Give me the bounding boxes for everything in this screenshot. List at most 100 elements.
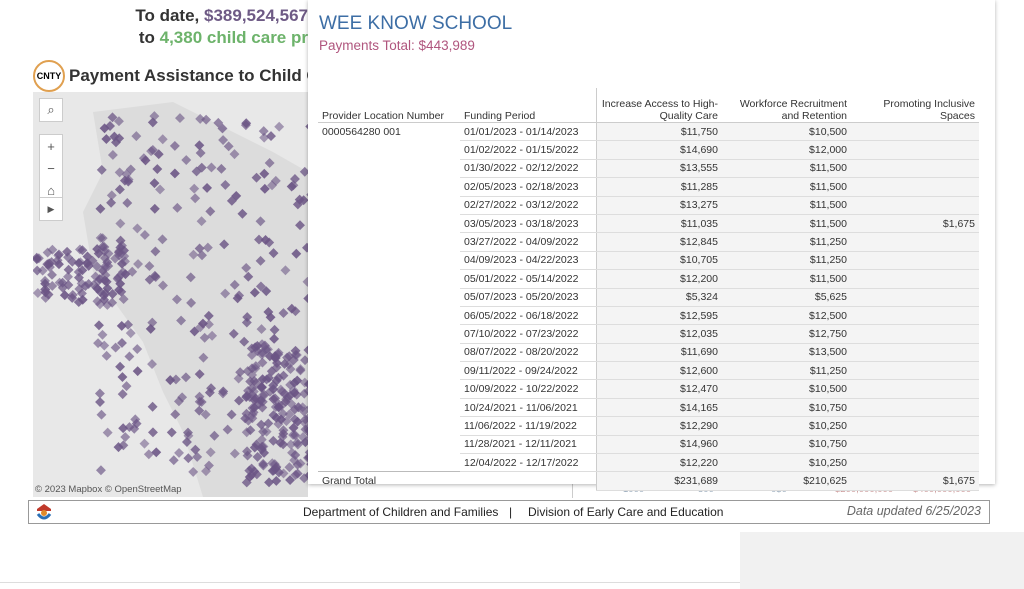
provider-marker[interactable] [255, 255, 266, 266]
provider-marker[interactable] [278, 468, 289, 479]
provider-marker[interactable] [235, 367, 246, 378]
provider-marker[interactable] [165, 375, 176, 386]
provider-marker[interactable] [92, 296, 103, 307]
provider-marker[interactable] [95, 397, 105, 407]
provider-marker[interactable] [147, 401, 158, 412]
provider-marker[interactable] [300, 355, 308, 366]
play-icon[interactable]: ▶ [39, 197, 63, 221]
provider-marker[interactable] [292, 437, 303, 448]
provider-marker[interactable] [147, 317, 158, 328]
provider-marker[interactable] [169, 140, 180, 151]
provider-marker[interactable] [94, 320, 104, 331]
provider-marker[interactable] [290, 469, 301, 480]
provider-marker[interactable] [274, 121, 285, 132]
provider-marker[interactable] [117, 337, 127, 348]
provider-marker[interactable] [257, 374, 268, 385]
provider-marker[interactable] [209, 430, 220, 441]
provider-marker[interactable] [125, 164, 136, 175]
provider-marker[interactable] [140, 155, 151, 166]
provider-marker[interactable] [285, 475, 296, 485]
provider-marker[interactable] [220, 288, 231, 299]
provider-marker[interactable] [299, 418, 308, 429]
provider-marker[interactable] [217, 388, 228, 399]
provider-marker[interactable] [174, 447, 184, 458]
provider-marker[interactable] [183, 453, 194, 464]
provider-marker[interactable] [229, 279, 240, 290]
provider-marker[interactable] [205, 206, 216, 217]
provider-marker[interactable] [202, 242, 213, 253]
provider-marker[interactable] [197, 250, 207, 261]
provider-marker[interactable] [75, 244, 85, 255]
provider-marker[interactable] [258, 441, 269, 452]
provider-marker[interactable] [169, 168, 180, 179]
provider-marker[interactable] [97, 329, 108, 340]
provider-marker[interactable] [242, 366, 253, 377]
provider-marker[interactable] [295, 220, 305, 231]
provider-marker[interactable] [118, 294, 129, 305]
provider-marker[interactable] [229, 448, 240, 459]
provider-marker[interactable] [139, 229, 150, 240]
provider-marker[interactable] [200, 409, 211, 420]
provider-marker[interactable] [97, 241, 108, 252]
provider-marker[interactable] [244, 465, 255, 476]
provider-marker[interactable] [92, 261, 102, 272]
provider-marker[interactable] [192, 451, 203, 462]
provider-marker[interactable] [255, 281, 266, 292]
provider-marker[interactable] [241, 392, 252, 403]
provider-marker[interactable] [117, 372, 128, 383]
provider-marker[interactable] [97, 233, 108, 244]
provider-marker[interactable] [149, 270, 160, 281]
provider-marker[interactable] [226, 409, 237, 420]
provider-marker[interactable] [132, 366, 143, 377]
provider-marker[interactable] [168, 455, 179, 466]
provider-marker[interactable] [295, 365, 306, 376]
provider-marker[interactable] [303, 345, 308, 355]
provider-marker[interactable] [151, 447, 162, 458]
provider-marker[interactable] [259, 183, 270, 194]
provider-marker[interactable] [93, 338, 104, 349]
provider-marker[interactable] [289, 174, 300, 184]
provider-marker[interactable] [133, 259, 144, 269]
provider-marker[interactable] [157, 134, 168, 145]
provider-marker[interactable] [220, 179, 231, 190]
provider-marker[interactable] [201, 114, 212, 125]
provider-marker[interactable] [204, 460, 214, 471]
provider-marker[interactable] [120, 432, 131, 442]
provider-marker[interactable] [180, 372, 191, 383]
provider-marker[interactable] [132, 344, 143, 355]
provider-marker[interactable] [292, 375, 303, 386]
provider-marker[interactable] [195, 113, 206, 124]
provider-marker[interactable] [166, 427, 177, 438]
provider-marker[interactable] [96, 465, 106, 476]
provider-marker[interactable] [229, 149, 240, 160]
provider-marker[interactable] [248, 386, 259, 397]
provider-marker[interactable] [241, 317, 252, 328]
provider-marker[interactable] [304, 452, 308, 463]
provider-marker[interactable] [115, 361, 126, 372]
provider-marker[interactable] [77, 294, 88, 305]
provider-marker[interactable] [251, 172, 262, 183]
provider-marker[interactable] [257, 357, 268, 368]
provider-marker[interactable] [258, 460, 269, 471]
provider-marker[interactable] [147, 359, 157, 370]
provider-marker[interactable] [170, 409, 181, 420]
provider-marker[interactable] [87, 255, 98, 266]
provider-marker[interactable] [150, 246, 161, 257]
provider-marker[interactable] [242, 450, 253, 461]
provider-marker[interactable] [206, 162, 217, 173]
provider-marker[interactable] [186, 297, 197, 308]
provider-marker[interactable] [175, 113, 185, 124]
provider-marker[interactable] [207, 330, 218, 341]
provider-marker[interactable] [33, 253, 44, 264]
provider-marker[interactable] [114, 184, 125, 195]
provider-marker[interactable] [106, 190, 117, 201]
provider-marker[interactable] [185, 272, 196, 283]
provider-marker[interactable] [47, 269, 57, 280]
provider-marker[interactable] [127, 266, 138, 277]
provider-marker[interactable] [271, 362, 282, 373]
provider-marker[interactable] [113, 247, 124, 258]
provider-marker[interactable] [195, 322, 206, 333]
provider-marker[interactable] [288, 430, 299, 440]
provider-marker[interactable] [268, 394, 279, 405]
provider-marker[interactable] [77, 265, 88, 276]
